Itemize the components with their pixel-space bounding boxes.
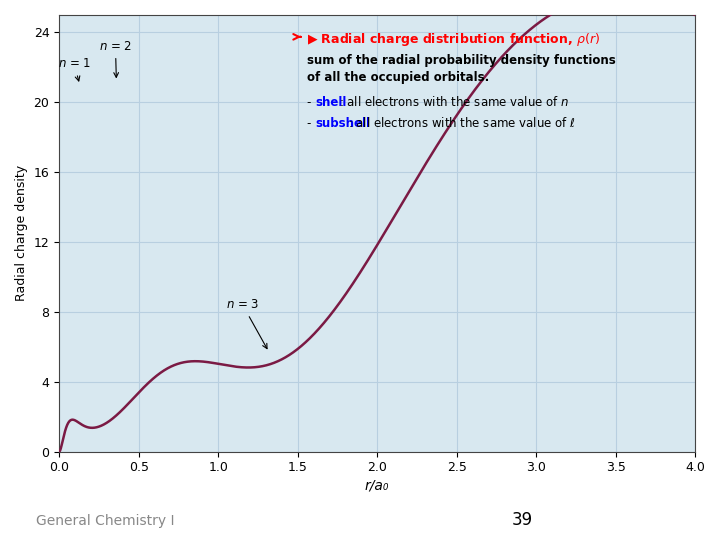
Text: : all electrons with the same value of $n$: : all electrons with the same value of $… bbox=[339, 96, 570, 109]
Text: General Chemistry I: General Chemistry I bbox=[36, 514, 174, 528]
Y-axis label: Radial charge density: Radial charge density bbox=[15, 165, 28, 301]
Text: $n$ = 1: $n$ = 1 bbox=[58, 57, 91, 81]
Text: $n$ = 2: $n$ = 2 bbox=[99, 40, 132, 77]
X-axis label: r/a₀: r/a₀ bbox=[365, 478, 390, 492]
Text: shell: shell bbox=[315, 96, 347, 109]
Text: ▶ Radial charge distribution function, $\rho(r)$: ▶ Radial charge distribution function, $… bbox=[307, 31, 600, 48]
Text: 39: 39 bbox=[511, 511, 532, 529]
Text: sum of the radial probability density functions: sum of the radial probability density fu… bbox=[307, 55, 616, 68]
Text: -: - bbox=[307, 96, 315, 109]
Text: -: - bbox=[307, 117, 315, 130]
Text: : all electrons with the same value of $\ell$: : all electrons with the same value of $… bbox=[348, 116, 576, 130]
Text: $n$ = 3: $n$ = 3 bbox=[226, 299, 267, 349]
Text: of all the occupied orbitals.: of all the occupied orbitals. bbox=[307, 71, 490, 84]
Text: subshell: subshell bbox=[315, 117, 370, 130]
